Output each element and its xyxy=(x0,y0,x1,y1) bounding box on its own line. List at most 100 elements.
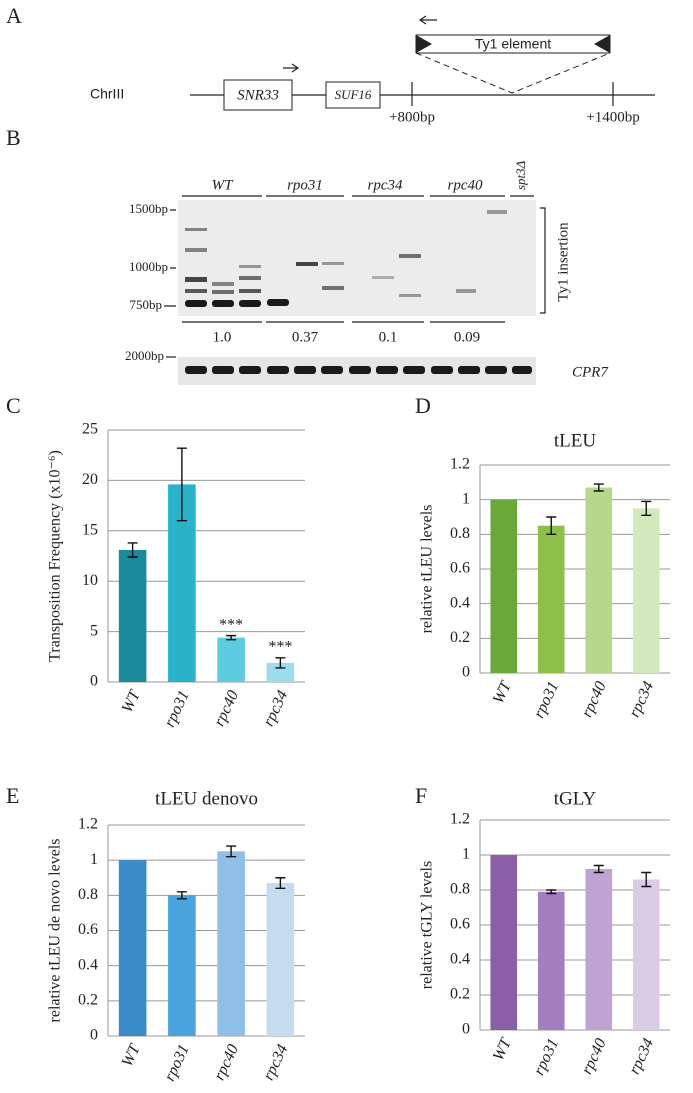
y-tick-label: 10 xyxy=(82,572,98,589)
position-label: +1400bp xyxy=(586,109,639,125)
error-bar xyxy=(641,500,652,516)
x-tick-label: rpc40 xyxy=(211,1042,242,1083)
marker-ticks xyxy=(164,209,176,307)
bar xyxy=(168,895,196,1036)
error-bar xyxy=(275,877,286,889)
y-tick-label: 1 xyxy=(90,851,98,868)
marker-label: 750bp xyxy=(130,297,163,312)
y-tick-label: 5 xyxy=(90,622,98,639)
error-bar xyxy=(275,657,286,669)
bar xyxy=(217,637,245,682)
quantity: 0.09 xyxy=(454,329,480,345)
y-tick-label: 25 xyxy=(82,421,98,438)
annotation: *** xyxy=(268,638,292,655)
error-bar xyxy=(176,447,187,522)
control-bands xyxy=(185,366,532,374)
y-tick-label: 0 xyxy=(90,673,98,690)
bar xyxy=(585,487,613,673)
annotation: *** xyxy=(219,616,243,633)
y-tick-label: 0.2 xyxy=(78,992,98,1009)
gene-box xyxy=(223,79,293,111)
x-tick-label: rpc34 xyxy=(626,1036,657,1077)
y-tick-label: 0.2 xyxy=(450,986,470,1003)
y-tick-label: 1 xyxy=(462,846,470,863)
y-tick-label: 1.2 xyxy=(450,811,470,828)
bar xyxy=(217,851,245,1036)
x-tick-label: rpc34 xyxy=(626,679,657,720)
error-bar xyxy=(546,889,557,895)
x-tick-label: rpo31 xyxy=(161,688,193,730)
lane-label: rpc40 xyxy=(448,177,483,193)
x-tick-label: WT xyxy=(490,1035,515,1063)
marker-label: 1500bp xyxy=(129,201,168,216)
lane-label: rpc34 xyxy=(368,177,403,193)
x-tick-label: rpc34 xyxy=(260,688,291,729)
y-tick-label: 0.4 xyxy=(450,951,470,968)
x-tick-label: rpo31 xyxy=(161,1042,193,1084)
bracket xyxy=(540,207,546,314)
y-tick-label: 0.8 xyxy=(78,886,98,903)
bar xyxy=(632,879,660,1030)
y-tick-label: 0 xyxy=(462,1021,470,1038)
y-axis-label: Transposition Frequency (x10⁻⁶) xyxy=(47,450,64,662)
position-label: +800bp xyxy=(389,109,435,125)
x-tick-label: rpo31 xyxy=(531,679,563,721)
error-bar xyxy=(226,634,237,641)
bar xyxy=(490,855,518,1030)
y-tick-label: 1.2 xyxy=(450,456,470,473)
bar xyxy=(585,869,613,1030)
panel-label: B xyxy=(6,125,21,150)
y-tick-label: 1 xyxy=(462,490,470,507)
element-label: Ty1 element xyxy=(475,36,551,52)
error-bar xyxy=(593,864,604,874)
error-bar xyxy=(127,542,138,558)
quantity: 0.1 xyxy=(379,329,398,345)
y-tick-label: 0.8 xyxy=(450,525,470,542)
bar xyxy=(490,499,518,673)
lane-label: WT xyxy=(212,177,234,193)
y-tick-label: 0.8 xyxy=(450,881,470,898)
chart-title: tGLY xyxy=(554,788,597,809)
control-label: CPR7 xyxy=(572,364,609,380)
y-axis-label: relative tLEU levels xyxy=(419,505,436,634)
marker-label: 1000bp xyxy=(129,259,168,274)
y-tick-label: 0 xyxy=(462,664,470,681)
x-tick-label: rpc40 xyxy=(579,679,610,720)
x-tick-label: rpo31 xyxy=(531,1036,563,1078)
panel-label: E xyxy=(6,783,19,808)
y-tick-label: 1.2 xyxy=(78,816,98,833)
y-tick-label: 0.4 xyxy=(450,594,470,611)
gel xyxy=(178,200,536,316)
chromosome-label: ChrIII xyxy=(90,86,124,102)
chart-title: tLEU denovo xyxy=(155,788,258,809)
gene-label: SNR33 xyxy=(237,87,279,103)
y-tick-label: 0.6 xyxy=(450,916,470,933)
insertion-label: Ty1 insertion xyxy=(555,222,571,302)
y-axis-label: relative tGLY levels xyxy=(419,861,436,989)
primer-arrow xyxy=(283,63,300,73)
error-bar xyxy=(641,871,652,888)
x-tick-label: rpc34 xyxy=(260,1042,291,1083)
quantity: 1.0 xyxy=(213,329,232,345)
error-bar xyxy=(546,516,557,536)
lane-label: spt3Δ xyxy=(513,160,528,190)
y-tick-label: 0.4 xyxy=(78,956,98,973)
bar xyxy=(632,508,660,673)
chart-title: tLEU xyxy=(554,430,596,451)
error-bar xyxy=(593,483,604,492)
y-axis-label: relative tLEU de novo levels xyxy=(47,839,64,1023)
gene-label: SUF16 xyxy=(335,87,372,102)
bar xyxy=(266,662,295,682)
x-tick-label: rpc40 xyxy=(579,1036,610,1077)
y-tick-label: 0.6 xyxy=(78,921,98,938)
primer-arrow xyxy=(418,15,437,25)
bar xyxy=(537,525,565,673)
gel-bands xyxy=(185,210,507,307)
error-bar xyxy=(226,845,237,858)
y-tick-label: 0.2 xyxy=(450,629,470,646)
y-tick-label: 20 xyxy=(82,471,98,488)
panel-label: D xyxy=(415,393,431,418)
x-tick-label: rpc40 xyxy=(211,688,242,729)
y-tick-label: 0 xyxy=(90,1027,98,1044)
